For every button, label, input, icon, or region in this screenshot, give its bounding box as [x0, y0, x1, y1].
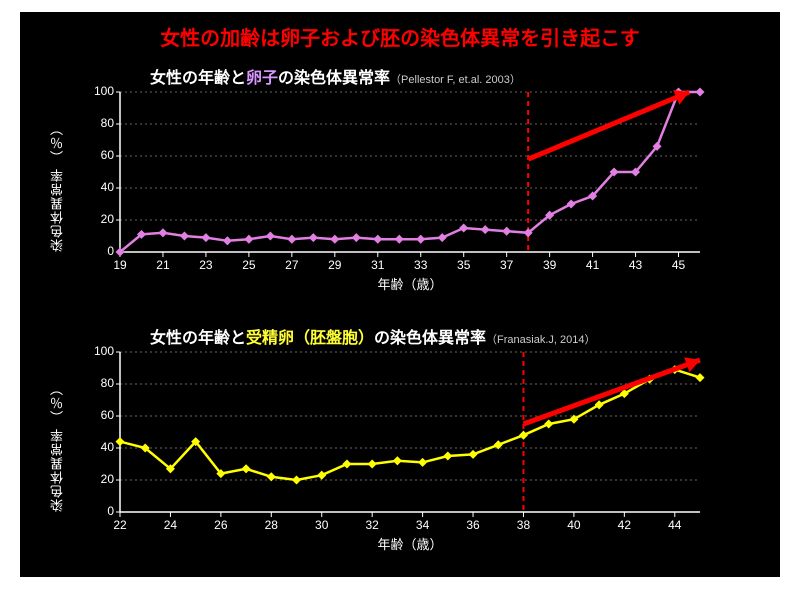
- x-tick-label: 27: [280, 258, 304, 272]
- x-tick-label: 28: [259, 518, 283, 532]
- chart1-title-highlight: 卵子: [246, 70, 278, 87]
- chart1-y-label: 染色体異常率 （％）: [48, 92, 67, 252]
- x-tick-label: 40: [562, 518, 586, 532]
- y-tick-label: 40: [80, 440, 114, 454]
- x-tick-label: 42: [612, 518, 636, 532]
- chart1-title-suffix: の染色体異常率: [278, 70, 390, 87]
- x-tick-label: 38: [511, 518, 535, 532]
- x-tick-label: 23: [194, 258, 218, 272]
- x-tick-label: 30: [310, 518, 334, 532]
- chart1-x-label: 年齢（歳）: [120, 274, 700, 293]
- y-tick-label: 60: [80, 408, 114, 422]
- x-tick-label: 34: [411, 518, 435, 532]
- x-tick-label: 22: [108, 518, 132, 532]
- x-tick-label: 19: [108, 258, 132, 272]
- chart1-title-prefix: 女性の年齢と: [150, 70, 246, 87]
- main-title: 女性の加齢は卵子および胚の染色体異常を引き起こす: [20, 22, 780, 51]
- chart1-plot: [120, 92, 700, 252]
- chart1-citation: （Pellestor F, et.al. 2003）: [390, 74, 521, 86]
- y-tick-label: 40: [80, 180, 114, 194]
- x-tick-label: 45: [667, 258, 691, 272]
- y-tick-label: 20: [80, 212, 114, 226]
- x-tick-label: 43: [624, 258, 648, 272]
- x-tick-label: 31: [366, 258, 390, 272]
- y-tick-label: 60: [80, 148, 114, 162]
- chart2-plot: [120, 352, 700, 512]
- y-tick-label: 100: [80, 84, 114, 98]
- chart2-y-label: 染色体異常率 （％）: [48, 352, 67, 512]
- x-tick-label: 29: [323, 258, 347, 272]
- main-title-text: 女性の加齢は卵子および胚の染色体異常を引き起こす: [160, 28, 640, 50]
- chart2-title: 女性の年齢と受精卵（胚盤胞）の染色体異常率（Franasiak.J, 2014）: [150, 324, 595, 348]
- x-tick-label: 21: [151, 258, 175, 272]
- y-tick-label: 80: [80, 376, 114, 390]
- x-tick-label: 41: [581, 258, 605, 272]
- x-tick-label: 39: [538, 258, 562, 272]
- y-tick-label: 20: [80, 472, 114, 486]
- y-tick-label: 100: [80, 344, 114, 358]
- x-tick-label: 25: [237, 258, 261, 272]
- chart1-title: 女性の年齢と卵子の染色体異常率（Pellestor F, et.al. 2003…: [150, 64, 521, 88]
- x-tick-label: 26: [209, 518, 233, 532]
- x-tick-label: 35: [452, 258, 476, 272]
- x-tick-label: 37: [495, 258, 519, 272]
- x-tick-label: 33: [409, 258, 433, 272]
- y-tick-label: 80: [80, 116, 114, 130]
- chart2-citation: （Franasiak.J, 2014）: [486, 334, 595, 346]
- y-tick-label: 0: [80, 244, 114, 258]
- chart2-title-highlight: 受精卵（胚盤胞）: [246, 330, 374, 347]
- x-tick-label: 44: [663, 518, 687, 532]
- chart2-title-suffix: の染色体異常率: [374, 330, 486, 347]
- x-tick-label: 36: [461, 518, 485, 532]
- x-tick-label: 32: [360, 518, 384, 532]
- x-tick-label: 24: [158, 518, 182, 532]
- y-tick-label: 0: [80, 504, 114, 518]
- stage: 女性の加齢は卵子および胚の染色体異常を引き起こす 女性の年齢と卵子の染色体異常率…: [20, 12, 780, 577]
- chart2-x-label: 年齢（歳）: [120, 534, 700, 553]
- chart2-title-prefix: 女性の年齢と: [150, 330, 246, 347]
